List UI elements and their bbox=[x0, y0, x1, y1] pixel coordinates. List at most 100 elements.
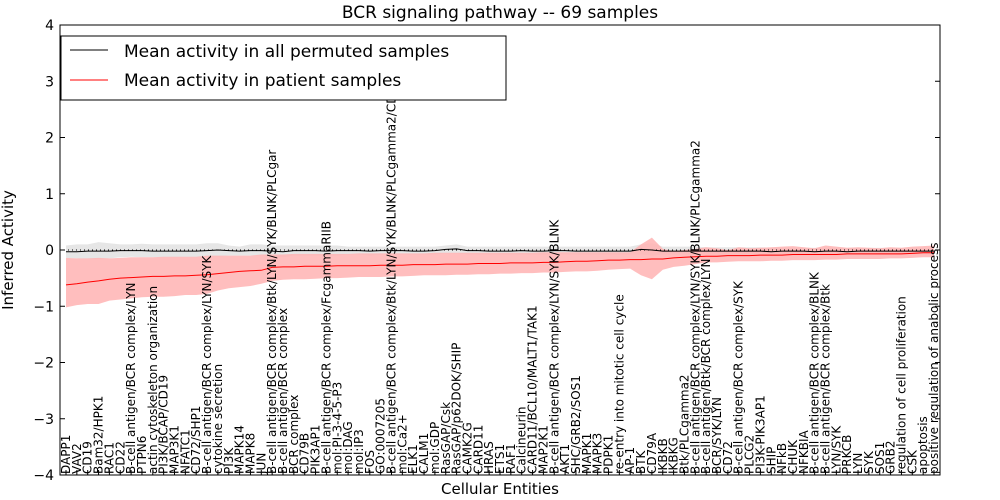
line-patient bbox=[65, 252, 934, 286]
x-axis-label: Cellular Entities bbox=[441, 480, 559, 498]
x-tick-label: SYK bbox=[862, 450, 876, 474]
x-tick-label: PLCG2 bbox=[743, 435, 757, 474]
x-tick-label: B-cell antigen/BCR complex/LYN bbox=[124, 282, 138, 474]
x-tick-label: B-cell antigen/BCR complex/BLNK bbox=[808, 271, 822, 474]
y-axis: 4 3 2 1 0 −1 −2 −3 −4 bbox=[33, 18, 940, 484]
x-tick-label: SHC/GRB2/SOS1 bbox=[569, 375, 583, 474]
x-tick-label: IKBKG bbox=[667, 437, 681, 474]
x-tick-label: JUN bbox=[254, 453, 268, 475]
x-tick-label: CSK bbox=[905, 449, 919, 474]
x-tick-label: CD22 bbox=[113, 441, 127, 474]
x-tick-label: HRAS bbox=[482, 441, 496, 474]
confidence-bands bbox=[66, 237, 934, 308]
plot-frame bbox=[59, 24, 941, 476]
x-tick-label: GO:0007205 bbox=[374, 398, 388, 474]
x-tick-label: CD79B bbox=[298, 433, 312, 474]
legend: Mean activity in all permuted samples Me… bbox=[60, 35, 507, 101]
x-tick-label: regulation of cell proliferation bbox=[894, 296, 908, 474]
x-tick-label: CD72 bbox=[721, 441, 735, 474]
x-tick-label: CARD11/BCL10/MALT1/TAK1 bbox=[526, 305, 540, 474]
x-tick-label: CD19 bbox=[81, 441, 95, 474]
line-permuted bbox=[66, 248, 934, 253]
x-tick-label: B-cell antigen/BCR complex/Btk/LYN/SYK/B… bbox=[265, 150, 279, 474]
series-lines bbox=[65, 248, 934, 286]
x-tick-label: NFkB bbox=[775, 443, 789, 474]
x-tick-label: Btk/PLCgamma2 bbox=[677, 374, 691, 474]
x-tick-label: MAPK3 bbox=[591, 433, 605, 474]
x-tick-label: B-cell antigen/Btk/BCR complex/LYN bbox=[699, 259, 713, 474]
x-tick-label: CAMK2G bbox=[460, 422, 474, 474]
y-tick-label: 4 bbox=[45, 18, 54, 34]
x-tick-label: FOS bbox=[363, 450, 377, 474]
x-tick-label: mol:IP3 bbox=[352, 429, 366, 474]
x-tick-label: Calcineurin bbox=[515, 407, 529, 474]
x-tick-label: PI3K-PIK3AP1 bbox=[753, 395, 767, 474]
x-tick-label: apoptosis bbox=[916, 416, 930, 474]
y-axis-label: Inferred Activity bbox=[0, 190, 17, 310]
x-tick-label: VAV2 bbox=[70, 443, 84, 474]
x-tick-label: PI3K/BCAP/CD19 bbox=[157, 375, 171, 474]
x-tick-label: CD79A bbox=[645, 432, 659, 474]
x-tick-label: PDPK1 bbox=[602, 435, 616, 474]
x-tick-label: RasGAP/p62DOK/SHIP bbox=[450, 343, 464, 474]
x-tick-label: IKBKB bbox=[656, 438, 670, 474]
x-tick-label: actin cytoskeleton organization bbox=[146, 286, 160, 474]
x-tick-label: mol:DAG bbox=[341, 421, 355, 474]
x-tick-label: MAPK1 bbox=[580, 433, 594, 474]
x-tick-label: LYN/SYK bbox=[829, 425, 843, 474]
x-tick-label: NFKBIA bbox=[797, 429, 811, 474]
x-tick-label: GRB2 bbox=[884, 440, 898, 474]
x-tick-label: cytokine secretion bbox=[211, 364, 225, 474]
y-tick-label: −4 bbox=[33, 468, 54, 484]
x-tick-label: B-cell antigen/BCR complex/Btk/LYN/SYK/B… bbox=[385, 79, 399, 474]
x-tick-label: ELK1 bbox=[406, 444, 420, 474]
x-tick-label: B-cell antigen/BCR complex/LYN/SYK/BLNK bbox=[547, 219, 561, 474]
x-tick-label: SOS1 bbox=[873, 442, 887, 474]
x-tick-label: CD72/SHP1 bbox=[189, 406, 203, 474]
band-patient bbox=[66, 237, 934, 308]
x-tick-label: NFATC1 bbox=[178, 429, 192, 474]
x-tick-label: B-cell antigen/BCR complex/LYN/SYK/BLNK/… bbox=[688, 140, 702, 474]
x-tick-label: B-cell antigen/BCR complex bbox=[276, 308, 290, 474]
x-tick-label: mol:Ca2+ bbox=[395, 414, 409, 474]
x-tick-label: CHUK bbox=[786, 439, 800, 474]
y-tick-label: −2 bbox=[33, 356, 54, 372]
x-tick-label: BCR complex bbox=[287, 395, 301, 474]
legend-label-permuted: Mean activity in all permuted samples bbox=[124, 42, 449, 62]
x-tick-label: BTK bbox=[634, 449, 648, 474]
legend-box bbox=[60, 35, 507, 101]
x-tick-label: AP-1 bbox=[623, 447, 637, 474]
x-tick-label: PTPN6 bbox=[135, 436, 149, 474]
x-tick-label: RAC1 bbox=[102, 442, 116, 474]
x-tick-label: LYN bbox=[851, 453, 865, 474]
x-tick-label: re-entry into mitotic cell cycle bbox=[612, 294, 626, 474]
x-tick-label: MAP2K1 bbox=[536, 425, 550, 474]
x-tick-label: MAP3K1 bbox=[168, 425, 182, 474]
y-tick-label: 2 bbox=[45, 131, 54, 147]
y-tick-label: −1 bbox=[33, 299, 54, 315]
x-tick-label: PIK3AP1 bbox=[309, 425, 323, 474]
x-tick-label: AKT1 bbox=[558, 444, 572, 474]
x-tick-label: RAF1 bbox=[504, 443, 518, 474]
x-tick-label: mol:PI-3-4-5-P3 bbox=[330, 382, 344, 474]
x-tick-label: MAPK8 bbox=[243, 433, 257, 474]
x-tick-label: CALM1 bbox=[417, 433, 431, 474]
x-tick-label: mol:GDP bbox=[428, 422, 442, 474]
x-tick-label: B-cell antigen/BCR complex/FcgammaRIIB bbox=[319, 221, 333, 474]
y-tick-label: 3 bbox=[45, 74, 54, 90]
x-tick-label: B-cell antigen/BCR complex/LYN/SYK bbox=[200, 254, 214, 474]
x-tick-label: PRKCB bbox=[840, 435, 854, 474]
x-tick-label: positive regulation of anabolic process bbox=[927, 243, 941, 475]
x-tick-label: MAPK14 bbox=[233, 425, 247, 474]
chart-title: BCR signaling pathway -- 69 samples bbox=[342, 3, 658, 23]
x-tick-label: RasGAP/Csk bbox=[439, 402, 453, 474]
x-tick-label: BCR/SYK/LYN bbox=[710, 397, 724, 474]
x-tick-label: ETS1 bbox=[493, 444, 507, 474]
x-tick-label: B-cell antigen/BCR complex/SYK bbox=[732, 280, 746, 474]
y-tick-label: 1 bbox=[45, 187, 54, 203]
y-tick-label: 0 bbox=[45, 243, 54, 259]
x-tick-label: CARD11 bbox=[471, 425, 485, 474]
y-tick-label: −3 bbox=[33, 412, 54, 428]
